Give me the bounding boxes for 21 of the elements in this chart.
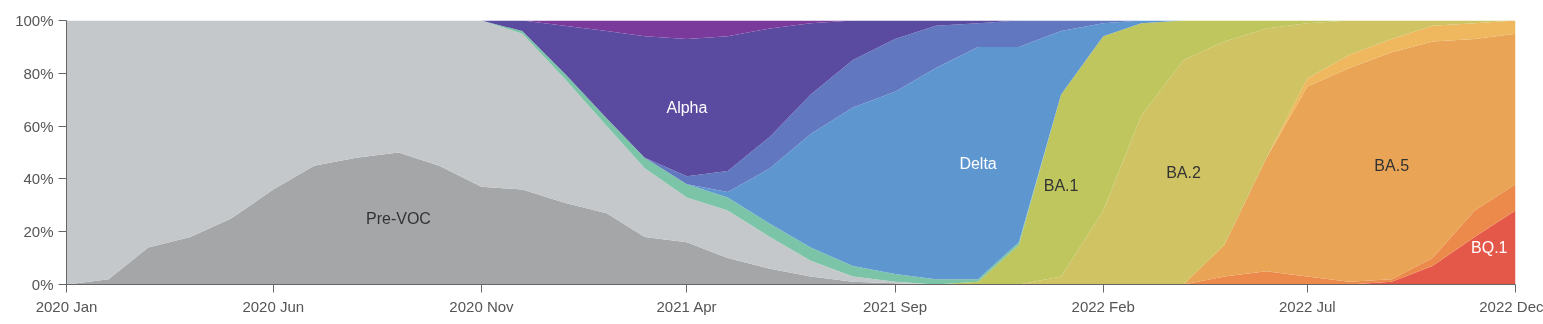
series-label: Alpha — [666, 99, 708, 117]
x-tick-label: 2020 Nov — [449, 297, 515, 315]
series-label: BQ.1 — [1471, 239, 1508, 257]
y-tick-label: 40% — [23, 170, 54, 188]
x-tick-label: 2022 Feb — [1071, 297, 1135, 315]
x-tick-label: 2021 Sep — [862, 297, 928, 315]
y-tick-label: 20% — [23, 223, 54, 241]
y-tick-label: 80% — [23, 64, 54, 82]
x-tick-label: 2022 Dec — [1479, 297, 1543, 315]
series-label: BA.1 — [1043, 177, 1079, 194]
y-tick-label: 0% — [31, 276, 54, 293]
x-tick-label: 2022 Jul — [1278, 297, 1336, 315]
x-tick-label: 2020 Jun — [242, 297, 305, 315]
series-label: Pre-VOC — [366, 210, 431, 227]
x-tick-label: 2021 Apr — [656, 297, 717, 315]
series-label: BA.5 — [1374, 157, 1410, 175]
y-tick-label: 100% — [15, 12, 54, 29]
series-label: Delta — [959, 154, 997, 172]
y-tick-label: 60% — [23, 117, 54, 135]
series-label: BA.2 — [1166, 163, 1201, 181]
x-tick-label: 2020 Jan — [35, 297, 98, 315]
